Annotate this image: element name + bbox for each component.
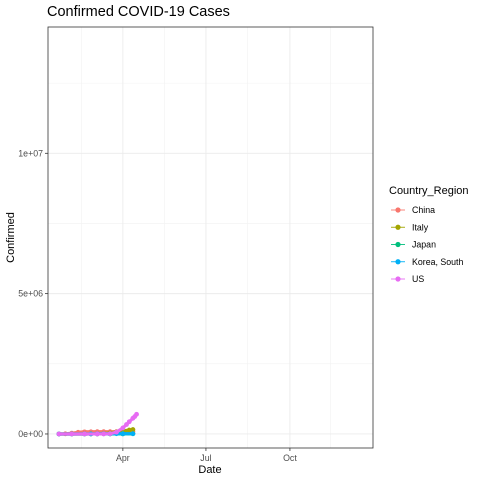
- legend-key-point: [395, 224, 401, 230]
- data-point-us: [56, 431, 62, 437]
- legend-label: US: [412, 274, 424, 284]
- data-point-italy: [126, 427, 132, 433]
- x-tick-label: Oct: [283, 453, 297, 463]
- legend-label: China: [412, 205, 435, 215]
- data-point-us: [120, 425, 126, 431]
- data-point-us: [126, 419, 132, 425]
- legend: Country_Region China Italy Japan Korea, Sou…: [389, 185, 469, 284]
- y-tick-label: 5e+06: [18, 289, 43, 299]
- legend-key-point: [395, 276, 401, 282]
- data-point-us: [94, 431, 100, 437]
- y-axis-ticks: 0e+00 5e+06 1e+07: [18, 148, 48, 439]
- series-us: [56, 411, 139, 437]
- data-point-korea-south: [120, 431, 126, 437]
- legend-key-point: [395, 259, 401, 265]
- y-tick-label: 0e+00: [18, 429, 43, 439]
- legend-title: Country_Region: [389, 185, 469, 197]
- legend-items: China Italy Japan Korea, South US: [391, 205, 463, 284]
- legend-key-point: [395, 241, 401, 248]
- x-axis-ticks: Apr Jul Oct: [116, 448, 297, 463]
- legend-key-point: [395, 207, 401, 213]
- legend-item-italy: Italy: [391, 222, 429, 232]
- data-point-us: [107, 431, 113, 437]
- data-point-us: [114, 429, 119, 435]
- data-point-us: [134, 411, 139, 417]
- legend-item-korea-south: Korea, South: [391, 257, 463, 267]
- y-tick-label: 1e+07: [18, 148, 43, 158]
- data-point-us: [101, 431, 107, 437]
- series-layer: [56, 411, 139, 437]
- minor-gridlines: [48, 27, 373, 448]
- x-axis-title: Date: [198, 464, 221, 476]
- data-point-us: [82, 431, 87, 437]
- y-axis-title: Confirmed: [5, 212, 17, 263]
- plot-panel: [48, 27, 373, 448]
- plot-border: [47, 26, 374, 449]
- legend-item-china: China: [391, 205, 435, 215]
- legend-label: Italy: [412, 222, 429, 232]
- major-gridlines: [48, 27, 373, 448]
- x-tick-label: Jul: [200, 453, 211, 463]
- legend-label: Japan: [412, 240, 436, 250]
- legend-item-us: US: [391, 274, 424, 284]
- data-point-us: [69, 431, 75, 437]
- data-point-korea-south: [130, 431, 136, 437]
- x-tick-label: Apr: [116, 453, 130, 463]
- legend-label: Korea, South: [412, 257, 463, 267]
- chart-title: Confirmed COVID-19 Cases: [47, 4, 230, 20]
- legend-item-japan: Japan: [391, 240, 436, 250]
- data-point-italy: [130, 427, 136, 432]
